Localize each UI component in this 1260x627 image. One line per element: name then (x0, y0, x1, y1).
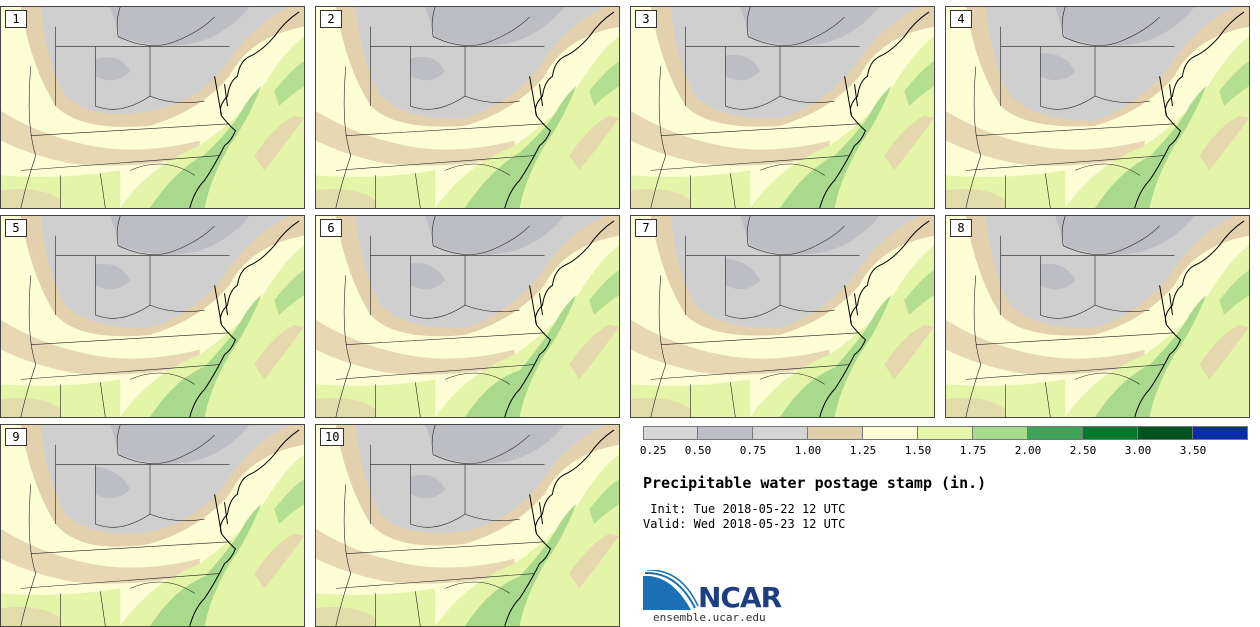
colorbar (643, 426, 1248, 440)
ncar-logo-icon (643, 570, 699, 610)
member-label: 6 (320, 219, 342, 237)
colorbar-tick-label: 1.25 (849, 444, 877, 457)
member-panel-8: 8 (945, 215, 1250, 418)
colorbar-tick-label: 2.50 (1069, 444, 1097, 457)
ncar-logo-text: NCAR (698, 581, 782, 614)
member-panel-9: 9 (0, 424, 305, 627)
member-panel-10: 10 (315, 424, 620, 627)
colorbar-ticks: 0.25 0.50 0.75 1.00 1.25 1.50 1.75 2.00 2.50 3.00… (639, 444, 1248, 458)
member-label: 3 (635, 10, 657, 28)
colorbar-tick-label: 0.50 (684, 444, 712, 457)
chart-title: Precipitable water postage stamp (in.) (643, 474, 987, 492)
member-panel-2: 2 (315, 6, 620, 209)
colorbar-segment (753, 426, 808, 440)
colorbar-segment (863, 426, 918, 440)
member-panel-3: 3 (630, 6, 935, 209)
member-panel-5: 5 (0, 215, 305, 418)
member-panel-7: 7 (630, 215, 935, 418)
colorbar-tick-label: 3.00 (1124, 444, 1152, 457)
member-label: 5 (5, 219, 27, 237)
member-label: 1 (5, 10, 27, 28)
colorbar-tick-label: 0.75 (739, 444, 767, 457)
colorbar-segment (1083, 426, 1138, 440)
member-label: 10 (320, 428, 345, 446)
colorbar-segment (808, 426, 863, 440)
member-label: 4 (950, 10, 972, 28)
colorbar-tick-label: 2.00 (1014, 444, 1042, 457)
colorbar-segment (643, 426, 698, 440)
member-panel-6: 6 (315, 215, 620, 418)
colorbar-segment (918, 426, 973, 440)
colorbar-segment (698, 426, 753, 440)
member-label: 8 (950, 219, 972, 237)
colorbar-segment (973, 426, 1028, 440)
colorbar-tick-label: 0.25 (639, 444, 667, 457)
colorbar-tick-label: 3.50 (1179, 444, 1207, 457)
member-panel-1: 1 (0, 6, 305, 209)
member-panel-4: 4 (945, 6, 1250, 209)
member-label: 2 (320, 10, 342, 28)
logo-url: ensemble.ucar.edu (653, 611, 766, 624)
colorbar-segment (1028, 426, 1083, 440)
init-time: Init: Tue 2018-05-22 12 UTC (643, 502, 846, 516)
colorbar-segment (1193, 426, 1248, 440)
member-label: 7 (635, 219, 657, 237)
valid-time: Valid: Wed 2018-05-23 12 UTC (643, 517, 846, 531)
colorbar-tick-label: 1.00 (794, 444, 822, 457)
colorbar-tick-label: 1.75 (959, 444, 987, 457)
colorbar-tick-label: 1.50 (904, 444, 932, 457)
member-label: 9 (5, 428, 27, 446)
colorbar-segment (1138, 426, 1193, 440)
